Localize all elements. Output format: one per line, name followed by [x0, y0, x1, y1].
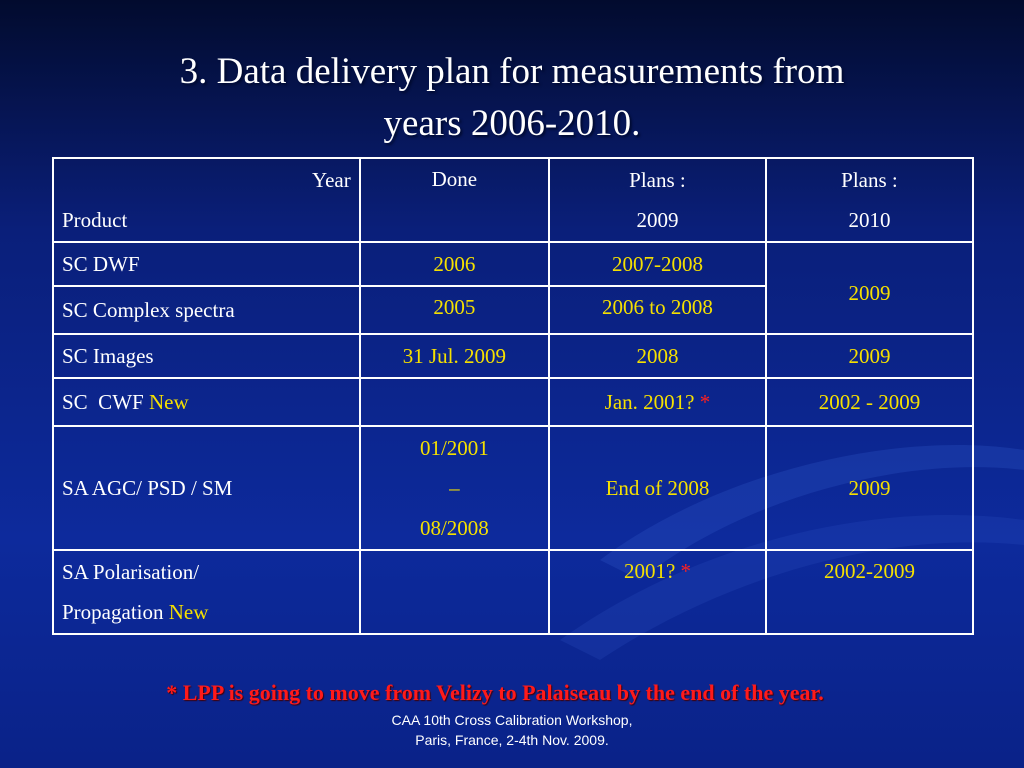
header-product: Product [62, 208, 128, 232]
plans-2010-merged-cell: 2009 [764, 241, 975, 335]
new-badge: New [168, 600, 209, 624]
plans-2010-cell: 2009 [764, 333, 975, 379]
plans-2009-cell: Jan. 2001? * [548, 377, 767, 427]
table-row: SC Images 31 Jul. 2009 2008 2009 [52, 333, 975, 379]
header-year-product: Year Product [52, 157, 361, 243]
slide-title-line1: 3. Data delivery plan for measurements f… [179, 51, 845, 92]
header-plans-2010: Plans : 2010 [764, 157, 975, 243]
header-plans-2010-label: Plans : [841, 168, 898, 192]
plans-2009-cell: 2008 [548, 333, 767, 379]
plans-2009-value: Jan. 2001? [604, 390, 695, 414]
done-cell: 01/2001 – 08/2008 [358, 425, 551, 551]
table-row: SC DWF 2006 2007-2008 2009 [52, 241, 975, 335]
plans-2009-cell: End of 2008 [548, 425, 767, 551]
done-cell [358, 377, 551, 427]
header-plans-2010-year: 2010 [848, 208, 891, 232]
plans-2009-value: 2001? [623, 559, 676, 583]
new-badge: New [148, 390, 189, 414]
product-cell: SC Complex spectra [52, 285, 361, 335]
product-label-line1: SA Polarisation/ [62, 560, 200, 584]
done-start: 01/2001 [419, 436, 489, 460]
done-cell: 2006 [358, 241, 551, 287]
plans-2009-cell: 2001? * [548, 549, 767, 635]
footer: CAA 10th Cross Calibration Workshop, Par… [0, 710, 1024, 750]
product-cell: SA AGC/ PSD / SM [52, 425, 361, 551]
asterisk-mark: * [699, 390, 711, 414]
done-cell: 31 Jul. 2009 [358, 333, 551, 379]
table-row: SC Complex spectra 2005 2006 to 2008 [52, 285, 973, 335]
header-done: Done [358, 157, 551, 243]
table-row: SC CWF New Jan. 2001? * 2002 - 2009 [52, 377, 975, 427]
done-dash: – [449, 476, 460, 500]
header-plans-2009: Plans : 2009 [548, 157, 767, 243]
table-header-row: Year Product Done Plans : 2009 Plans : 2… [52, 157, 975, 243]
header-plans-2009-year: 2009 [636, 208, 679, 232]
table-row: SA AGC/ PSD / SM 01/2001 – 08/2008 End o… [52, 425, 975, 551]
header-plans-2009-label: Plans : [629, 168, 686, 192]
product-cell: SC DWF [52, 241, 361, 287]
footnote: * LPP is going to move from Velizy to Pa… [166, 680, 824, 705]
product-label-part: Propagation [62, 600, 164, 624]
footer-line1: CAA 10th Cross Calibration Workshop, [391, 712, 633, 728]
slide-title-line2: years 2006-2010. [383, 103, 641, 144]
slide-title: 3. Data delivery plan for measurements f… [40, 46, 984, 150]
done-cell: 2005 [358, 285, 551, 335]
table-row: SA Polarisation/ Propagation New 2001? *… [52, 549, 975, 635]
product-cell: SC Images [52, 333, 361, 379]
footer-line2: Paris, France, 2-4th Nov. 2009. [415, 732, 609, 748]
product-label: SC CWF [62, 390, 144, 414]
product-cell: SA Polarisation/ Propagation New [52, 549, 361, 635]
plans-2010-cell: 2009 [764, 425, 975, 551]
plans-2010-cell: 2002 - 2009 [764, 377, 975, 427]
asterisk-mark: * [680, 559, 692, 583]
done-end: 08/2008 [419, 516, 489, 540]
header-year: Year [312, 168, 351, 192]
delivery-plan-table: Year Product Done Plans : 2009 Plans : 2… [52, 157, 975, 635]
done-cell [358, 549, 551, 635]
plans-2010-cell: 2002-2009 [764, 549, 975, 635]
plans-2009-cell: 2007-2008 [548, 241, 767, 287]
product-cell: SC CWF New [52, 377, 361, 427]
plans-2009-cell: 2006 to 2008 [548, 285, 767, 335]
product-label-line2: Propagation New [62, 592, 351, 632]
